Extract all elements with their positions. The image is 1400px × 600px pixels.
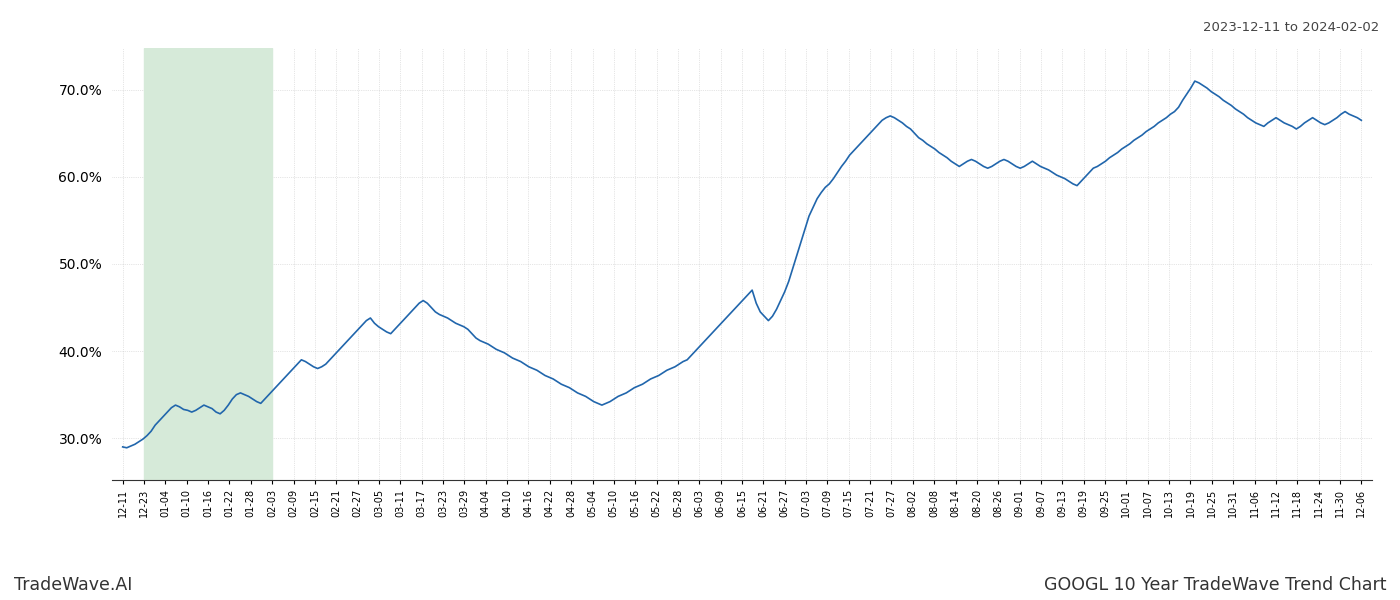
Text: 2023-12-11 to 2024-02-02: 2023-12-11 to 2024-02-02 — [1203, 21, 1379, 34]
Bar — [144, 48, 272, 480]
Text: TradeWave.AI: TradeWave.AI — [14, 576, 133, 594]
Text: GOOGL 10 Year TradeWave Trend Chart: GOOGL 10 Year TradeWave Trend Chart — [1043, 576, 1386, 594]
